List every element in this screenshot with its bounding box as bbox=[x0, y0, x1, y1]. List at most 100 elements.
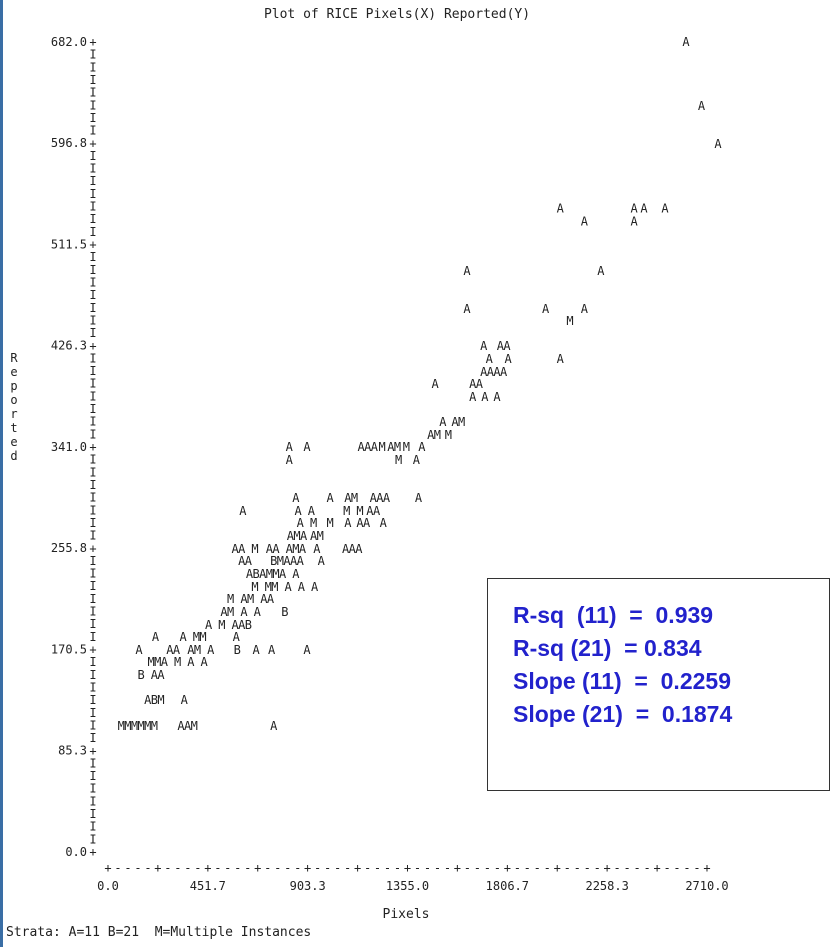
data-point: A bbox=[380, 516, 388, 530]
x-axis-segment: - bbox=[643, 861, 650, 875]
data-point: M bbox=[174, 655, 181, 669]
y-axis-segment: I bbox=[89, 592, 96, 606]
x-axis-segment: - bbox=[294, 861, 301, 875]
data-point: A bbox=[356, 516, 364, 530]
x-axis-segment: - bbox=[494, 861, 501, 875]
data-point: A bbox=[557, 352, 565, 366]
x-tick-label: 451.7 bbox=[190, 879, 226, 893]
data-point: A bbox=[286, 542, 294, 556]
y-axis-segment: I bbox=[89, 491, 96, 505]
x-axis-tick-mark: + bbox=[454, 861, 461, 875]
data-point: B bbox=[281, 605, 288, 619]
data-point: M bbox=[218, 618, 225, 632]
data-point: A bbox=[311, 580, 319, 594]
x-tick-label: 0.0 bbox=[97, 879, 119, 893]
x-axis-segment: - bbox=[374, 861, 381, 875]
x-axis-segment: - bbox=[394, 861, 401, 875]
stat-rsq-11: R-sq (11) = 0.939 bbox=[513, 602, 714, 628]
data-point: M bbox=[227, 605, 234, 619]
y-axis-segment: I bbox=[89, 275, 96, 289]
data-point: A bbox=[152, 630, 160, 644]
x-axis-segment: - bbox=[214, 861, 221, 875]
data-point: B bbox=[252, 567, 259, 581]
data-point: A bbox=[327, 491, 335, 505]
y-axis-segment: I bbox=[89, 807, 96, 821]
y-axis-label: Reported bbox=[10, 351, 18, 463]
data-point: A bbox=[413, 453, 421, 467]
y-axis-label-letter: R bbox=[10, 351, 18, 365]
x-axis-segment: - bbox=[114, 861, 121, 875]
data-point: A bbox=[285, 580, 293, 594]
y-axis-label-letter: e bbox=[10, 435, 17, 449]
y-tick-label: 341.0 bbox=[51, 440, 87, 454]
x-axis-segment: - bbox=[314, 861, 321, 875]
y-axis-segment: I bbox=[89, 567, 96, 581]
data-point: M bbox=[151, 719, 158, 733]
data-point: A bbox=[344, 491, 352, 505]
data-point: M bbox=[293, 529, 300, 543]
x-axis-segment: - bbox=[424, 861, 431, 875]
data-point: M bbox=[327, 516, 334, 530]
x-axis-tick-mark: + bbox=[554, 861, 561, 875]
data-point: A bbox=[630, 201, 638, 215]
data-point: M bbox=[118, 719, 125, 733]
x-tick-label: 2258.3 bbox=[585, 879, 628, 893]
data-point: A bbox=[418, 440, 426, 454]
data-point: A bbox=[252, 643, 260, 657]
data-point: M bbox=[277, 554, 284, 568]
data-point: A bbox=[383, 491, 391, 505]
x-tick-label: 2710.0 bbox=[685, 879, 728, 893]
data-point: A bbox=[268, 643, 276, 657]
data-point: A bbox=[308, 504, 316, 518]
x-axis-tick-mark: + bbox=[104, 861, 111, 875]
x-tick-label: 903.3 bbox=[290, 879, 326, 893]
data-point: A bbox=[233, 630, 241, 644]
data-point: A bbox=[427, 428, 435, 442]
x-axis-segment: - bbox=[673, 861, 680, 875]
data-point: A bbox=[581, 302, 589, 316]
data-point: M bbox=[403, 440, 410, 454]
y-axis-segment: I bbox=[89, 149, 96, 163]
data-point: M bbox=[251, 580, 258, 594]
x-axis-segment: - bbox=[693, 861, 700, 875]
data-point: M bbox=[434, 428, 441, 442]
data-point: M bbox=[227, 592, 234, 606]
data-point: A bbox=[267, 592, 275, 606]
data-point: A bbox=[698, 99, 706, 113]
y-axis-segment: I bbox=[89, 529, 96, 543]
data-point: A bbox=[661, 201, 669, 215]
y-axis-segment: I bbox=[89, 98, 96, 112]
data-point: A bbox=[503, 339, 511, 353]
x-axis-segment: - bbox=[614, 861, 621, 875]
x-axis-segment: - bbox=[584, 861, 591, 875]
y-axis-label-letter: d bbox=[10, 449, 17, 463]
data-point: M bbox=[194, 643, 201, 657]
data-point: A bbox=[245, 554, 253, 568]
y-axis-segment: I bbox=[89, 162, 96, 176]
y-axis-segment: I bbox=[89, 301, 96, 315]
y-axis-segment: I bbox=[89, 415, 96, 429]
data-point: A bbox=[469, 377, 477, 391]
data-point: A bbox=[349, 542, 357, 556]
x-axis-segment: - bbox=[194, 861, 201, 875]
data-point: M bbox=[343, 504, 350, 518]
data-point: A bbox=[279, 567, 287, 581]
data-point: A bbox=[292, 567, 300, 581]
regression-stats-box: R-sq (11) = 0.939 R-sq (21) = 0.834 Slop… bbox=[487, 578, 830, 791]
y-tick-label: 511.5 bbox=[51, 238, 87, 252]
data-point: A bbox=[297, 516, 305, 530]
data-point: A bbox=[364, 440, 372, 454]
data-point: A bbox=[184, 719, 192, 733]
y-axis-tick-mark: + bbox=[89, 541, 96, 555]
y-axis-segment: I bbox=[89, 60, 96, 74]
x-tick-label: 1355.0 bbox=[386, 879, 429, 893]
y-tick-label: 426.3 bbox=[51, 339, 87, 353]
data-point: A bbox=[363, 516, 371, 530]
x-axis-segment: - bbox=[434, 861, 441, 875]
data-point: A bbox=[493, 365, 501, 379]
y-tick-label: 170.5 bbox=[51, 643, 87, 657]
data-point: M bbox=[272, 567, 279, 581]
y-tick-labels: 0.0 85.3 170.5 255.8 341.0 426.3 511.5 596.8 682… bbox=[51, 35, 87, 859]
